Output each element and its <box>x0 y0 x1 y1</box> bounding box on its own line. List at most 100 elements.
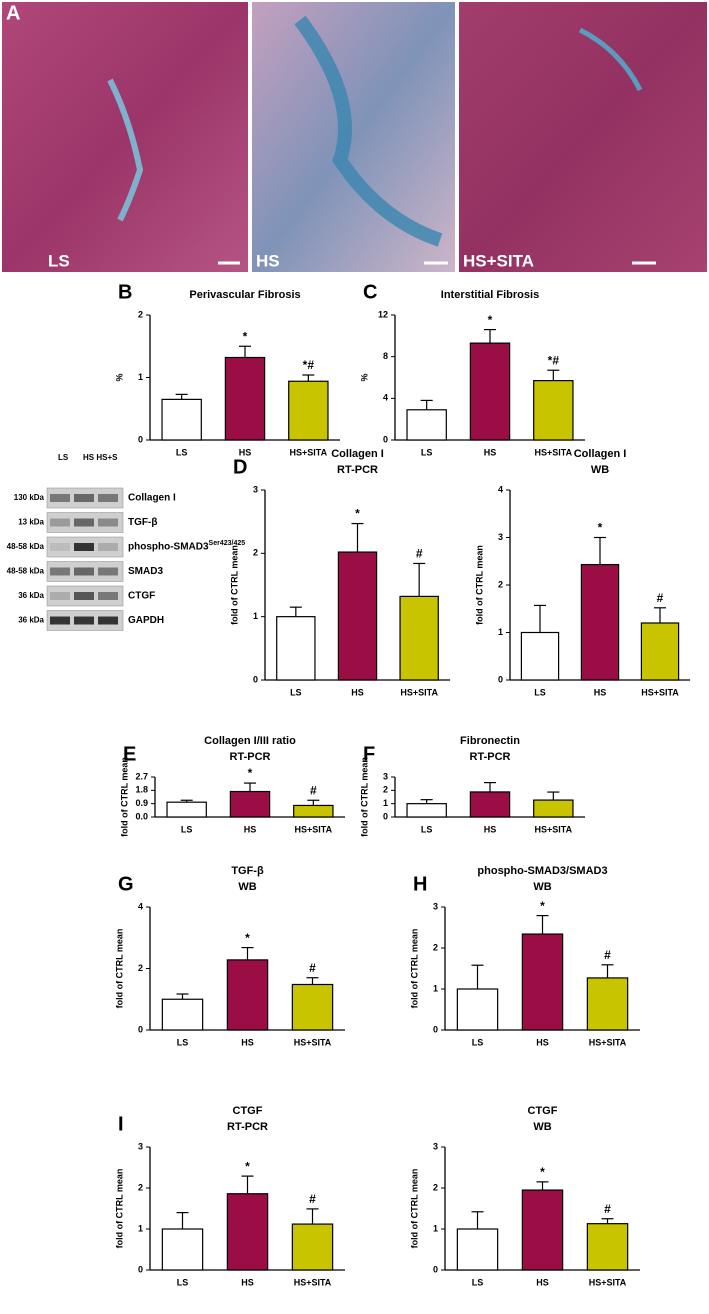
chart-subtitle: RT-PCR <box>470 751 511 763</box>
y-tick-label: 0 <box>433 1264 438 1274</box>
bar <box>337 551 378 681</box>
blot-band <box>50 616 70 625</box>
x-tick-label: HS <box>536 1037 549 1047</box>
y-tick-label: 1 <box>383 798 388 808</box>
significance-label: # <box>604 948 611 962</box>
y-tick-label: 1 <box>138 1223 143 1233</box>
significance-label: *# <box>303 358 315 372</box>
y-axis-label: fold of CTRL mean <box>409 1169 419 1249</box>
y-axis-label: % <box>114 373 124 381</box>
y-tick-label: 3 <box>433 1141 438 1151</box>
blot-band <box>74 567 94 576</box>
bar <box>586 1223 629 1271</box>
x-tick-label: HS <box>239 447 252 457</box>
y-tick-label: 0.0 <box>135 811 148 821</box>
bar <box>161 398 202 441</box>
kda-label: 130 kDa <box>14 493 45 502</box>
y-axis-label: % <box>359 373 369 381</box>
significance-label: * <box>243 329 248 343</box>
y-tick-label: 2 <box>433 1182 438 1192</box>
bar <box>456 1228 499 1271</box>
chart-subtitle: WB <box>533 1121 551 1133</box>
x-tick-label: LS <box>534 687 546 697</box>
y-tick-label: 3 <box>138 1141 143 1151</box>
bar <box>406 409 447 441</box>
bar <box>276 616 316 681</box>
y-tick-label: 1 <box>253 611 258 621</box>
chart-title: Perivascular Fibrosis <box>189 289 300 301</box>
blot-band <box>98 518 118 527</box>
kda-label: 48-58 kDa <box>7 542 45 551</box>
bar <box>640 622 680 681</box>
significance-label: # <box>309 1192 316 1206</box>
blot-band <box>98 494 118 502</box>
bar <box>520 631 560 681</box>
bar <box>229 790 271 818</box>
bar <box>291 1223 334 1271</box>
y-tick-label: 3 <box>498 532 503 542</box>
significance-label: * <box>245 931 250 945</box>
panel-letter: I <box>118 1113 124 1135</box>
x-tick-label: HS <box>351 687 364 697</box>
protein-label: phospho-SMAD3Ser423/425 <box>128 540 245 553</box>
blot-band <box>98 592 118 600</box>
y-tick-label: 0 <box>433 1024 438 1034</box>
y-tick-label: 0 <box>383 434 388 444</box>
significance-label: * <box>245 1159 250 1173</box>
bar <box>533 799 574 818</box>
y-tick-label: 2 <box>253 548 258 558</box>
y-tick-label: 3 <box>433 901 438 911</box>
y-tick-label: 8 <box>383 351 388 361</box>
significance-label: * <box>540 899 545 913</box>
x-tick-label: HS <box>484 824 497 834</box>
significance-label: *# <box>548 353 560 367</box>
blot-band <box>74 518 94 527</box>
chart-title: phospho-SMAD3/SMAD3 <box>477 865 607 877</box>
bar <box>291 983 334 1031</box>
image-label: LS <box>48 251 70 270</box>
y-tick-label: 0.9 <box>135 798 148 808</box>
y-tick-label: 4 <box>383 393 388 403</box>
protein-label: TGF-β <box>128 517 157 528</box>
kda-label: 36 kDa <box>18 591 44 600</box>
x-tick-label: HS <box>484 447 497 457</box>
tissue-feature <box>578 27 643 92</box>
x-tick-label: HS+SITA <box>641 687 679 697</box>
blot-band <box>50 518 70 527</box>
x-tick-label: HS+SITA <box>400 687 438 697</box>
protein-superscript: Ser423/425 <box>209 540 246 547</box>
blot-band <box>50 543 70 551</box>
y-tick-label: 1 <box>433 1223 438 1233</box>
tissue-feature <box>107 78 144 222</box>
bar <box>521 933 564 1031</box>
image-label: HS+SITA <box>463 251 534 270</box>
y-tick-label: 4 <box>138 901 143 911</box>
y-tick-label: 12 <box>378 309 388 319</box>
y-tick-label: 1 <box>138 372 143 382</box>
chart-subtitle: RT-PCR <box>230 751 271 763</box>
x-tick-label: HS+SITA <box>290 447 328 457</box>
y-tick-label: 0 <box>138 434 143 444</box>
x-tick-label: HS+SITA <box>589 1277 627 1287</box>
x-tick-label: HS <box>241 1037 254 1047</box>
histology-image <box>2 2 248 272</box>
x-tick-label: LS <box>176 447 188 457</box>
chart-subtitle: WB <box>591 464 609 476</box>
y-tick-label: 0 <box>138 1024 143 1034</box>
bar <box>166 801 207 818</box>
bar <box>226 1193 269 1271</box>
chart-subtitle: WB <box>238 881 256 893</box>
y-tick-label: 0 <box>253 674 258 684</box>
y-tick-label: 2 <box>138 309 143 319</box>
chart-title: Collagen I/III ratio <box>204 735 296 747</box>
lane-label: HS HS+S <box>83 453 118 462</box>
y-axis-label: fold of CTRL mean <box>114 1169 124 1249</box>
y-axis-label: fold of CTRL mean <box>474 545 484 625</box>
y-tick-label: 3 <box>383 771 388 781</box>
protein-label: Collagen I <box>128 493 176 504</box>
bar <box>456 988 499 1031</box>
panel-letter: F <box>363 743 375 765</box>
significance-label: # <box>604 1202 611 1216</box>
tissue-feature <box>294 15 443 247</box>
y-tick-label: 2.7 <box>135 771 148 781</box>
